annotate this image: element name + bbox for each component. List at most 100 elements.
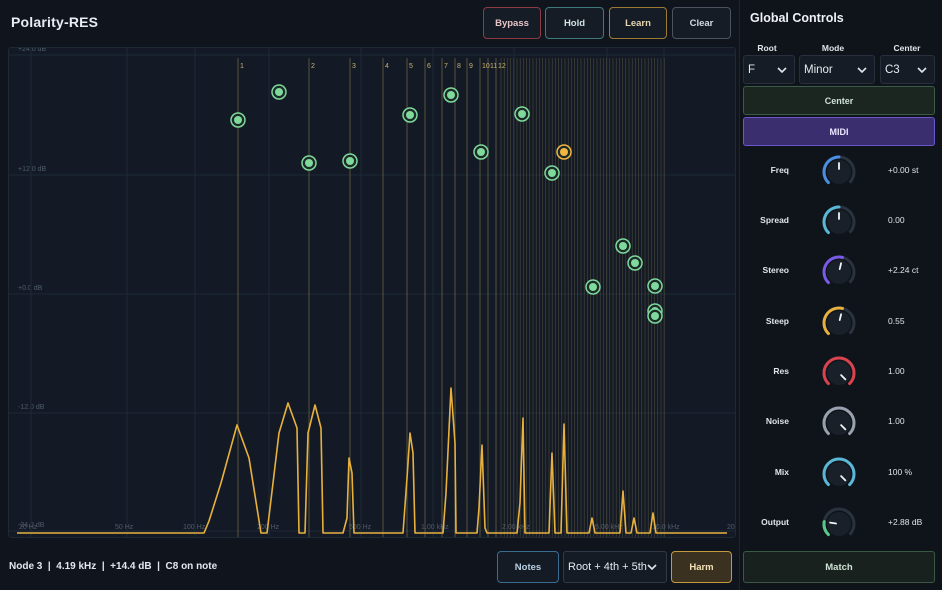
- hold-button[interactable]: Hold: [545, 7, 604, 39]
- knob-row-res: Res 1.00: [741, 351, 942, 395]
- knob-output[interactable]: [819, 504, 859, 544]
- knob-res[interactable]: [819, 353, 859, 393]
- harmonic-number: 6: [427, 63, 431, 70]
- filter-node-core: [346, 157, 354, 165]
- harm-button[interactable]: Harm: [671, 551, 732, 583]
- harmonic-number: 8: [457, 63, 461, 70]
- harmonic-number: 3: [352, 63, 356, 70]
- knob-value: 1.00: [888, 416, 905, 426]
- knob-value: +0.00 st: [888, 165, 919, 175]
- spectrum-canvas[interactable]: +24.0 dB+12.0 dB+0.0 dB-12.0 dB-24.0 dB2…: [9, 48, 736, 538]
- knob-value: 1.00: [888, 366, 905, 376]
- knob-row-mix: Mix 100 %: [741, 452, 942, 496]
- node-status-readout: Node 3 | 4.19 kHz | +14.4 dB | C8 on not…: [9, 561, 218, 572]
- db-axis-label: +12.0 dB: [18, 166, 47, 173]
- freq-axis-label: 5.00 kHz: [595, 524, 623, 531]
- chevron-down-icon: [917, 67, 927, 74]
- spectrum-curve: [17, 387, 727, 534]
- root-select[interactable]: F: [743, 55, 795, 84]
- match-button[interactable]: Match: [743, 551, 935, 583]
- knob-row-freq: Freq +0.00 st: [741, 150, 942, 194]
- main-panel: Polarity-RES Bypass Hold Learn Clear +24…: [8, 0, 740, 590]
- filter-node-core: [651, 282, 659, 290]
- filter-node-core: [234, 116, 242, 124]
- freq-axis-label: 10.0 kHz: [652, 524, 680, 531]
- chord-dropdown[interactable]: Root + 4th + 5th: [563, 551, 667, 583]
- freq-axis-label: 20: [727, 524, 735, 531]
- harmonic-number: 7: [444, 63, 448, 70]
- center-select-value: C3: [885, 63, 900, 76]
- filter-node-core: [447, 91, 455, 99]
- filter-node-core: [619, 242, 627, 250]
- knob-steep[interactable]: [819, 303, 859, 343]
- filter-node-core: [631, 259, 639, 267]
- mode-select-value: Minor: [804, 63, 833, 76]
- spectrum-graph[interactable]: +24.0 dB +12.0 dB +0.0 dB -12.0 dB -24.0 dB 2…: [8, 47, 736, 538]
- midi-button[interactable]: MIDI: [743, 117, 935, 146]
- freq-axis-label: 50 Hz: [115, 524, 134, 531]
- center-button[interactable]: Center: [743, 86, 935, 115]
- knob-label: Stereo: [762, 265, 789, 275]
- center-label: Center: [893, 43, 921, 53]
- chord-dropdown-value: Root + 4th + 5th: [568, 561, 647, 573]
- knob-label: Spread: [760, 215, 789, 225]
- mode-label: Mode: [821, 43, 845, 53]
- knob-label: Res: [773, 366, 789, 376]
- db-axis-label: +0.0 dB: [18, 285, 43, 292]
- harmonic-number: 2: [311, 63, 315, 70]
- knob-freq[interactable]: [819, 152, 859, 192]
- filter-node-core: [560, 148, 568, 156]
- freq-axis-label: 20 Hz: [19, 524, 38, 531]
- filter-node-core: [406, 111, 414, 119]
- app-title: Polarity-RES: [11, 14, 99, 30]
- knob-value: 0.00: [888, 215, 905, 225]
- clear-button[interactable]: Clear: [672, 7, 731, 39]
- harmonic-number: 4: [385, 63, 389, 70]
- center-select[interactable]: C3: [880, 55, 935, 84]
- knob-label: Steep: [765, 316, 789, 326]
- harmonic-number: 9: [469, 63, 473, 70]
- global-controls-panel: Global Controls Root Mode Center F Minor…: [741, 0, 942, 590]
- knob-spread[interactable]: [819, 202, 859, 242]
- harmonic-number: 10: [482, 63, 490, 70]
- knob-noise[interactable]: [819, 403, 859, 443]
- filter-node-core: [275, 88, 283, 96]
- chevron-down-icon: [857, 67, 867, 74]
- root-label: Root: [757, 43, 777, 53]
- filter-node-core: [589, 283, 597, 291]
- chevron-down-icon: [777, 67, 787, 74]
- harmonic-number: 11: [490, 63, 497, 70]
- knob-value: 0.55: [888, 316, 905, 326]
- knob-value: +2.24 ct: [888, 265, 919, 275]
- panel-title: Global Controls: [750, 11, 844, 25]
- filter-node-core: [548, 169, 556, 177]
- filter-node-core: [518, 110, 526, 118]
- freq-axis-label: 2.00 kHz: [502, 524, 530, 531]
- knob-label: Output: [761, 517, 789, 527]
- db-axis-label: +24.0 dB: [18, 48, 47, 53]
- knob-mix[interactable]: [819, 454, 859, 494]
- filter-node-core: [305, 159, 313, 167]
- chevron-down-icon: [647, 564, 657, 571]
- learn-button[interactable]: Learn: [609, 7, 667, 39]
- root-select-value: F: [748, 63, 756, 76]
- knob-label: Freq: [770, 165, 789, 175]
- knob-stereo[interactable]: [819, 252, 859, 292]
- knob-value: 100 %: [888, 467, 913, 477]
- freq-axis-label: 100 Hz: [183, 524, 206, 531]
- filter-node-core: [477, 148, 485, 156]
- knob-row-steep: Steep 0.55: [741, 301, 942, 345]
- notes-button[interactable]: Notes: [497, 551, 559, 583]
- knob-value: +2.88 dB: [888, 517, 923, 527]
- mode-select[interactable]: Minor: [799, 55, 875, 84]
- knob-row-noise: Noise 1.00: [741, 401, 942, 445]
- freq-axis-label: 1.00 kHz: [421, 524, 449, 531]
- harmonic-number: 1: [240, 63, 244, 70]
- knob-row-output: Output +2.88 dB: [741, 502, 942, 546]
- knob-row-stereo: Stereo +2.24 ct: [741, 250, 942, 294]
- knob-label: Noise: [765, 416, 789, 426]
- bypass-button[interactable]: Bypass: [483, 7, 541, 39]
- freq-axis-label: 500 Hz: [349, 524, 372, 531]
- harmonic-number: 12: [498, 63, 506, 70]
